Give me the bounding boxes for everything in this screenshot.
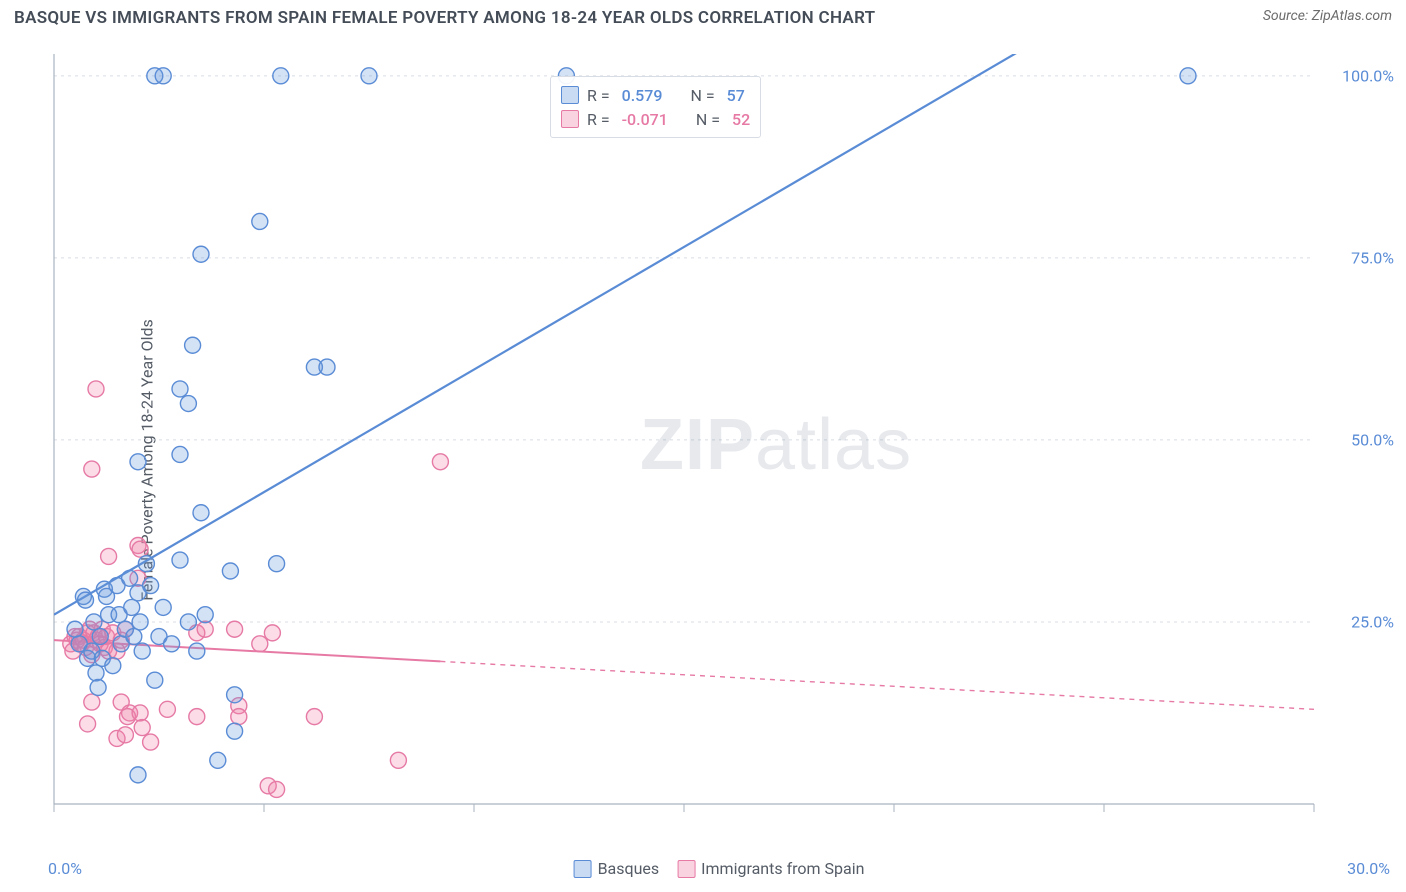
r-value: -0.071 xyxy=(622,110,668,129)
y-tick-label: 75.0% xyxy=(1351,248,1394,267)
legend-label: Basques xyxy=(598,859,660,878)
r-label: R = xyxy=(587,110,610,129)
source-attribution: Source: ZipAtlas.com xyxy=(1263,8,1392,24)
y-tick-label: 25.0% xyxy=(1351,612,1394,631)
legend-item-basques: Basques xyxy=(574,859,660,878)
scatter-plot xyxy=(44,34,1394,834)
r-label: R = xyxy=(587,86,610,105)
stats-row-spain: R = -0.071 N = 52 xyxy=(561,107,750,131)
legend-item-spain: Immigrants from Spain xyxy=(677,859,864,878)
r-value: 0.579 xyxy=(622,86,663,105)
x-axis-max: 30.0% xyxy=(1347,859,1390,878)
correlation-stats-box: R = 0.579 N = 57 R = -0.071 N = 52 xyxy=(550,76,761,138)
x-axis-min: 0.0% xyxy=(48,859,82,878)
swatch-icon xyxy=(561,86,579,104)
n-label: N = xyxy=(696,110,720,129)
stats-row-basques: R = 0.579 N = 57 xyxy=(561,83,750,107)
n-label: N = xyxy=(690,86,714,105)
bottom-legend: Basques Immigrants from Spain xyxy=(574,859,865,878)
swatch-icon xyxy=(677,860,695,878)
n-value: 52 xyxy=(732,110,750,129)
swatch-icon xyxy=(574,860,592,878)
chart-container: Female Poverty Among 18-24 Year Olds ZIP… xyxy=(0,34,1406,886)
y-tick-label: 100.0% xyxy=(1342,66,1394,85)
chart-title: BASQUE VS IMMIGRANTS FROM SPAIN FEMALE P… xyxy=(14,8,875,28)
y-tick-label: 50.0% xyxy=(1351,430,1394,449)
legend-label: Immigrants from Spain xyxy=(701,859,864,878)
swatch-icon xyxy=(561,110,579,128)
n-value: 57 xyxy=(727,86,745,105)
